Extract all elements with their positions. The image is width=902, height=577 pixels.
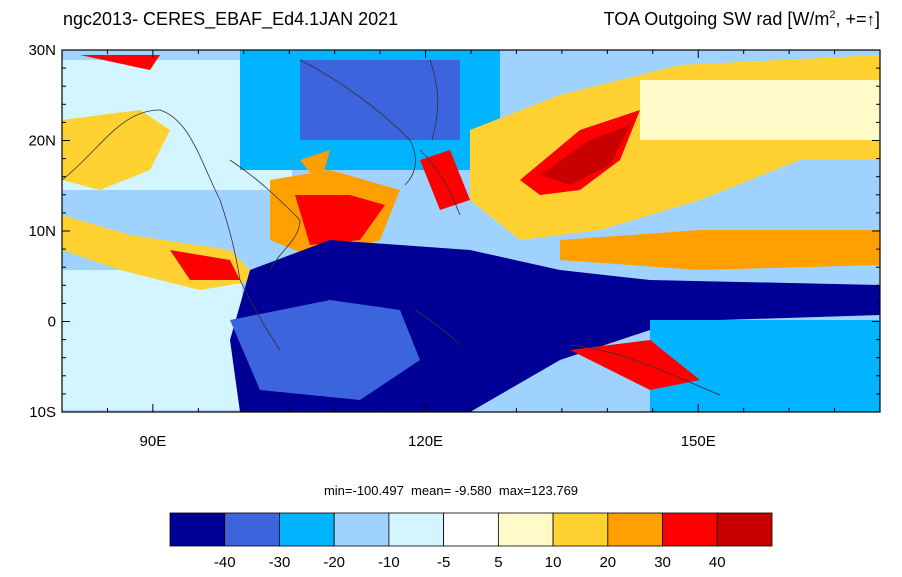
coastlines: [62, 59, 721, 396]
coastline: [229, 159, 301, 271]
colorbar-label: 30: [654, 554, 671, 571]
colorbar-label: 20: [599, 554, 616, 571]
lat-tick-label: 20N: [28, 133, 56, 150]
lon-tick-label: 120E: [408, 433, 443, 450]
lat-tick-label: 30N: [28, 42, 56, 59]
map-ticks: 90E 120E 150E 30N 20N 10N 0 10S: [28, 42, 881, 450]
colorbar-box: [443, 512, 499, 547]
min-label: min=: [323, 483, 353, 498]
field-patch: [300, 150, 330, 185]
coastline: [429, 59, 439, 141]
map-field: [62, 50, 880, 412]
coastline: [299, 59, 416, 186]
max-label: max=: [498, 483, 532, 498]
colorbar-box: [224, 512, 280, 547]
field-patch: [570, 340, 700, 390]
field-patch: [560, 230, 880, 270]
field-patch: [640, 80, 880, 140]
coastline: [419, 149, 461, 216]
colorbar-label: 10: [545, 554, 562, 571]
colorbar-label: -40: [214, 554, 236, 571]
colorbar-label: 40: [709, 554, 726, 571]
field-patch: [170, 250, 240, 280]
map-title: ngc2013- CERES_EBAF_Ed4.1JAN 2021: [63, 9, 399, 29]
field-patch: [62, 110, 170, 190]
field-patch: [420, 150, 470, 210]
variable-title-suffix: , +=: [835, 9, 867, 29]
variable-title-close: ]: [874, 9, 880, 29]
lat-tick-label: 0: [48, 314, 56, 331]
min-value: -100.497: [352, 483, 404, 498]
colorbar-label: -5: [437, 554, 450, 571]
colorbar-label: -30: [269, 554, 291, 571]
coastline: [414, 309, 461, 346]
mean-label: mean=: [411, 483, 452, 498]
variable-title-unit-exponent: 2: [829, 9, 836, 21]
colorbar-label: -20: [323, 554, 345, 571]
colorbar-label: -10: [378, 554, 400, 571]
field-statistics: min=-100.497 mean= -9.580 max=123.769: [0, 483, 902, 498]
coastline: [569, 344, 721, 396]
field-patch: [650, 320, 880, 412]
coastline: [62, 109, 281, 351]
colorbar-box: [169, 512, 226, 547]
field-patch: [300, 60, 460, 140]
up-arrow-icon: ↑: [866, 10, 875, 29]
colorbar-box: [333, 512, 390, 547]
colorbar-box: [388, 512, 445, 547]
lat-tick-label: 10N: [28, 223, 56, 240]
variable-title-prefix: TOA Outgoing SW rad [W/m: [603, 9, 830, 29]
colorbar-box: [662, 512, 718, 547]
field-patch: [295, 195, 385, 245]
field-patch: [62, 270, 242, 410]
field-patch: [540, 125, 630, 185]
max-value: 123.769: [531, 483, 579, 498]
lon-tick-label: 90E: [140, 433, 167, 450]
field-patch: [230, 300, 420, 400]
lon-tick-label: 150E: [681, 433, 716, 450]
anomaly-field: [62, 50, 880, 412]
lat-tick-label: 10S: [29, 404, 56, 421]
variable-title: TOA Outgoing SW rad [W/m2, +=↑]: [604, 9, 880, 30]
anomaly-map: 90E 120E 150E 30N 20N 10N 0 10S: [28, 42, 881, 450]
field-patch: [80, 55, 160, 70]
colorbar-box: [279, 512, 335, 547]
mean-value: -9.580: [451, 483, 492, 498]
colorbar-label: 5: [494, 554, 502, 571]
colorbar-box: [552, 512, 609, 547]
colorbar-box: [716, 512, 773, 547]
colorbar-box: [497, 512, 554, 547]
colorbar-box: [607, 512, 663, 547]
